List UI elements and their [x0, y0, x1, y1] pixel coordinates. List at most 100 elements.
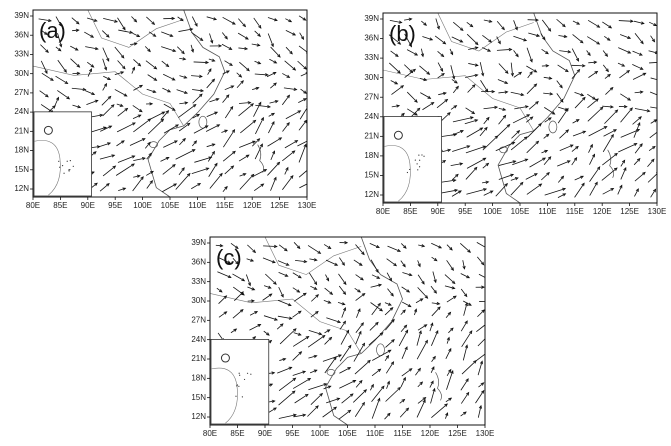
wind-arrowhead — [264, 73, 269, 77]
wind-arrowhead — [171, 16, 176, 21]
wind-vector — [404, 69, 416, 78]
wind-vector — [449, 48, 454, 55]
wind-vector — [255, 104, 271, 108]
wind-vector — [464, 119, 478, 125]
wind-arrowhead — [345, 329, 350, 334]
inset-dot — [243, 378, 246, 381]
wind-arrowhead — [77, 105, 82, 109]
wind-arrowhead — [377, 302, 381, 307]
wind-arrowhead — [474, 46, 479, 50]
wind-vector — [254, 143, 263, 160]
wind-arrowhead — [533, 83, 538, 88]
wind-arrowhead — [272, 150, 276, 155]
wind-arrowhead — [309, 139, 312, 141]
wind-vector — [324, 337, 332, 345]
x-tick-label: 105E — [511, 207, 530, 216]
wind-vector — [191, 183, 201, 190]
wind-vector — [55, 46, 62, 52]
wind-vector — [589, 166, 601, 182]
wind-arrowhead — [375, 269, 379, 274]
wind-vector — [513, 35, 527, 41]
x-tick-label: 125E — [620, 207, 639, 216]
wind-vector — [451, 79, 458, 84]
y-tick-label: 33N — [191, 277, 206, 286]
wind-vector — [400, 260, 406, 267]
wind-arrowhead — [596, 41, 601, 45]
wind-vector — [618, 47, 631, 54]
wind-vector — [278, 286, 284, 298]
wind-arrowhead — [88, 68, 92, 72]
wind-arrowhead — [478, 404, 483, 409]
inset-dot — [417, 169, 419, 171]
wind-vector — [191, 16, 198, 27]
wind-arrowhead — [283, 247, 288, 252]
wind-arrowhead — [313, 258, 318, 262]
wind-vector — [400, 377, 406, 388]
wind-arrowhead — [595, 98, 599, 102]
wind-arrowhead — [341, 262, 345, 266]
wind-vector — [322, 354, 342, 362]
wind-arrowhead — [122, 187, 127, 191]
wind-arrowhead — [388, 277, 392, 282]
wind-arrowhead — [292, 328, 297, 332]
wind-vector — [86, 17, 97, 22]
y-tick-label: 39N — [364, 14, 379, 23]
wind-arrowhead — [565, 107, 569, 112]
wind-vector — [446, 370, 454, 390]
wind-arrowhead — [230, 85, 235, 89]
wind-arrowhead — [246, 67, 250, 72]
inset — [33, 111, 92, 197]
wind-arrowhead — [510, 72, 515, 77]
wind-arrowhead — [463, 411, 467, 415]
wind-vector — [247, 244, 256, 253]
wind-arrowhead — [594, 70, 599, 75]
wind-vector — [341, 393, 354, 404]
wind-vector — [208, 58, 215, 62]
border — [383, 69, 534, 131]
wind-arrowhead — [450, 267, 454, 272]
wind-arrowhead — [167, 89, 172, 93]
wind-arrowhead — [298, 351, 303, 355]
wind-vector — [117, 108, 128, 117]
wind-arrowhead — [342, 320, 346, 325]
wind-arrowhead — [562, 187, 567, 191]
wind-arrowhead — [544, 149, 549, 153]
wind-vector — [404, 18, 412, 21]
wind-vector — [41, 72, 54, 81]
wind-vector — [298, 98, 307, 103]
wind-vector — [368, 332, 384, 346]
wind-arrowhead — [271, 371, 276, 375]
wind-arrowhead — [292, 32, 297, 36]
wind-arrowhead — [408, 17, 413, 21]
wind-arrowhead — [247, 101, 252, 105]
wind-vector — [324, 356, 337, 374]
wind-vector — [292, 272, 302, 279]
wind-arrowhead — [485, 162, 490, 167]
wind-vector — [478, 273, 485, 278]
wind-vector — [541, 49, 549, 55]
wind-arrowhead — [535, 100, 539, 105]
wind-vector — [57, 59, 67, 73]
wind-vector — [263, 245, 277, 247]
wind-vector — [465, 145, 486, 154]
wind-vector — [370, 259, 379, 273]
wind-vector — [617, 185, 623, 195]
wind-arrowhead — [267, 285, 272, 289]
wind-vector — [133, 59, 141, 67]
wind-vector — [355, 274, 364, 281]
wind-arrowhead — [192, 103, 197, 108]
wind-vector — [495, 141, 515, 152]
wind-arrowhead — [445, 412, 449, 416]
wind-vector — [268, 121, 275, 134]
wind-vector — [209, 33, 213, 43]
wind-arrowhead — [562, 23, 566, 28]
wind-vector — [118, 29, 133, 34]
wind-vector — [249, 324, 261, 331]
wind-vector — [466, 157, 486, 169]
wind-vector — [452, 145, 470, 152]
wind-vector — [574, 183, 585, 198]
wind-vector — [232, 309, 244, 319]
wind-arrowhead — [379, 332, 384, 336]
wind-arrowhead — [630, 19, 634, 23]
wind-vector — [587, 106, 604, 122]
